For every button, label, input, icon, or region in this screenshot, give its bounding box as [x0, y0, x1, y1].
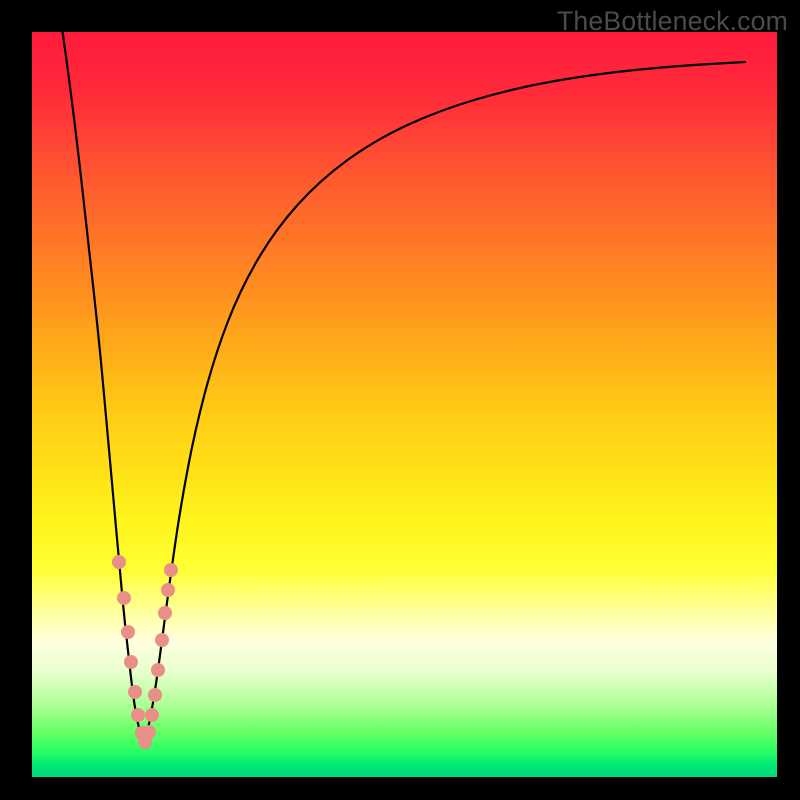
marker-dot: [161, 583, 175, 597]
marker-dot: [142, 725, 156, 739]
gradient-background: [32, 32, 777, 777]
marker-dot: [164, 563, 178, 577]
marker-dot: [124, 655, 138, 669]
chart-root: TheBottleneck.com: [0, 0, 800, 800]
marker-dot: [158, 606, 172, 620]
plot-svg: [32, 32, 777, 777]
marker-dot: [128, 685, 142, 699]
marker-dot: [155, 633, 169, 647]
marker-dot: [131, 708, 145, 722]
marker-dot: [112, 555, 126, 569]
plot-area: [32, 32, 777, 777]
marker-dot: [151, 663, 165, 677]
marker-dot: [117, 591, 131, 605]
marker-dot: [145, 708, 159, 722]
marker-dot: [121, 625, 135, 639]
marker-dot: [148, 688, 162, 702]
